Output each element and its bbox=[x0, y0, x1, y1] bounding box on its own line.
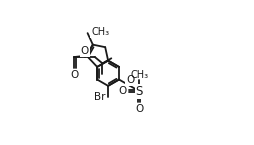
Text: O: O bbox=[118, 86, 126, 96]
Text: O: O bbox=[125, 75, 134, 85]
Text: CH₃: CH₃ bbox=[91, 27, 109, 37]
Text: O: O bbox=[135, 104, 143, 114]
Text: CH₃: CH₃ bbox=[130, 70, 148, 80]
Text: O: O bbox=[80, 46, 89, 56]
Text: S: S bbox=[135, 85, 142, 98]
Text: O: O bbox=[70, 70, 78, 80]
Text: Br: Br bbox=[94, 92, 106, 102]
